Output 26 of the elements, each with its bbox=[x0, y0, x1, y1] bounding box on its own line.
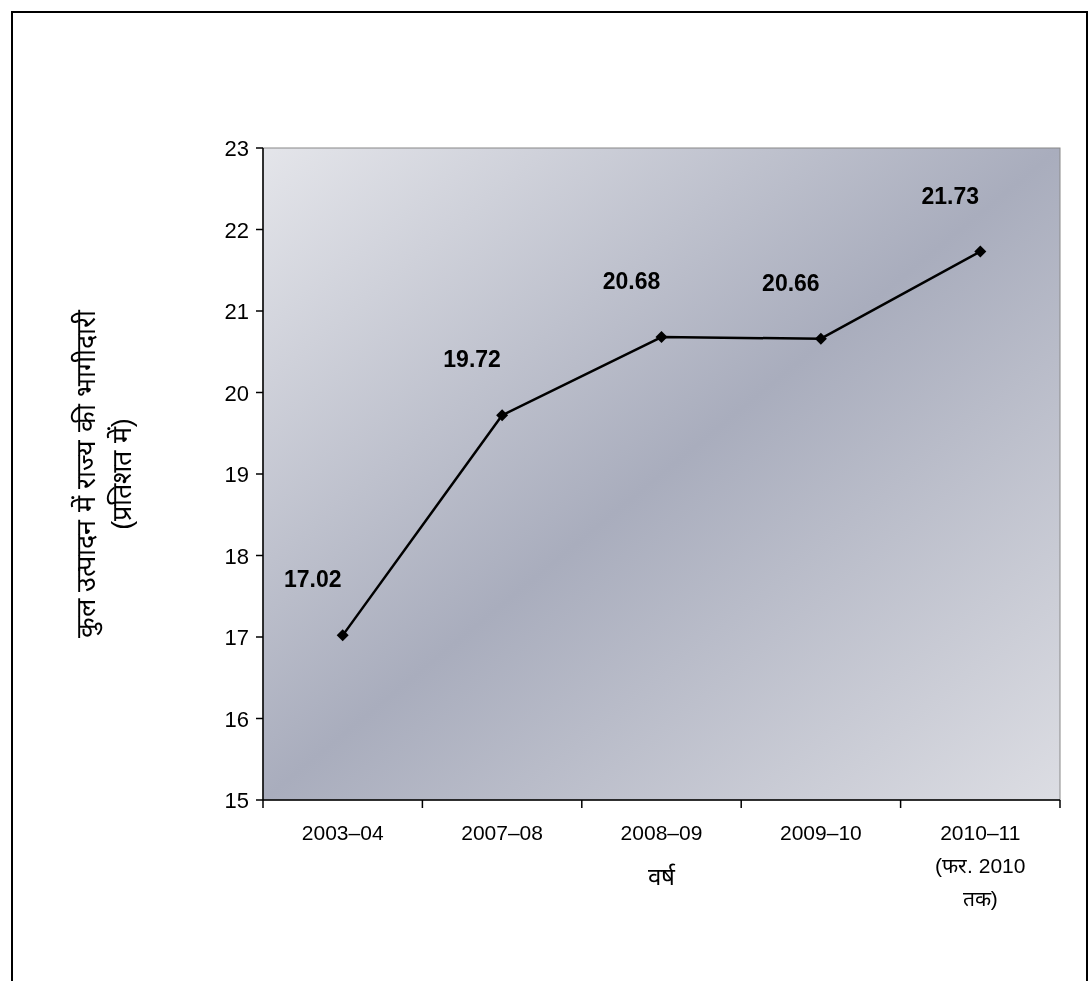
y-tick-label: 21 bbox=[224, 299, 249, 324]
y-tick-label: 23 bbox=[224, 136, 249, 161]
point bbox=[814, 332, 827, 345]
y-tick-label: 20 bbox=[224, 380, 249, 406]
y-tick-label: 16 bbox=[224, 706, 249, 732]
x-tick-label: 2009–10 bbox=[780, 821, 862, 844]
point bbox=[496, 409, 509, 422]
x-tick-label: 2007–08 bbox=[461, 821, 543, 844]
y-tick-label: 22 bbox=[224, 217, 249, 243]
y-tick-label: 15 bbox=[224, 788, 249, 813]
point bbox=[974, 245, 987, 258]
data-label: 17.02 bbox=[283, 566, 342, 593]
data-label: 19.72 bbox=[443, 346, 501, 373]
y-axis-title: कुल उत्पादन में राज्य की भागीदारी (प्रतिशत में) bbox=[70, 308, 137, 639]
point bbox=[336, 629, 349, 642]
y-tick-label: 19 bbox=[224, 462, 249, 487]
x-tick-label: 2010–11 (फर. 2010 तक) bbox=[935, 821, 1026, 910]
y-tick-label: 17 bbox=[224, 625, 249, 650]
y-tick-label: 18 bbox=[224, 543, 249, 569]
data-label: 20.66 bbox=[762, 269, 820, 296]
data-label: 20.68 bbox=[602, 268, 661, 295]
x-tick-label: 2008–09 bbox=[620, 821, 703, 844]
point bbox=[655, 331, 668, 344]
x-axis-title: वर्ष bbox=[648, 863, 676, 890]
x-tick-label: 2003–04 bbox=[301, 821, 384, 844]
data-label: 21.73 bbox=[921, 182, 980, 209]
